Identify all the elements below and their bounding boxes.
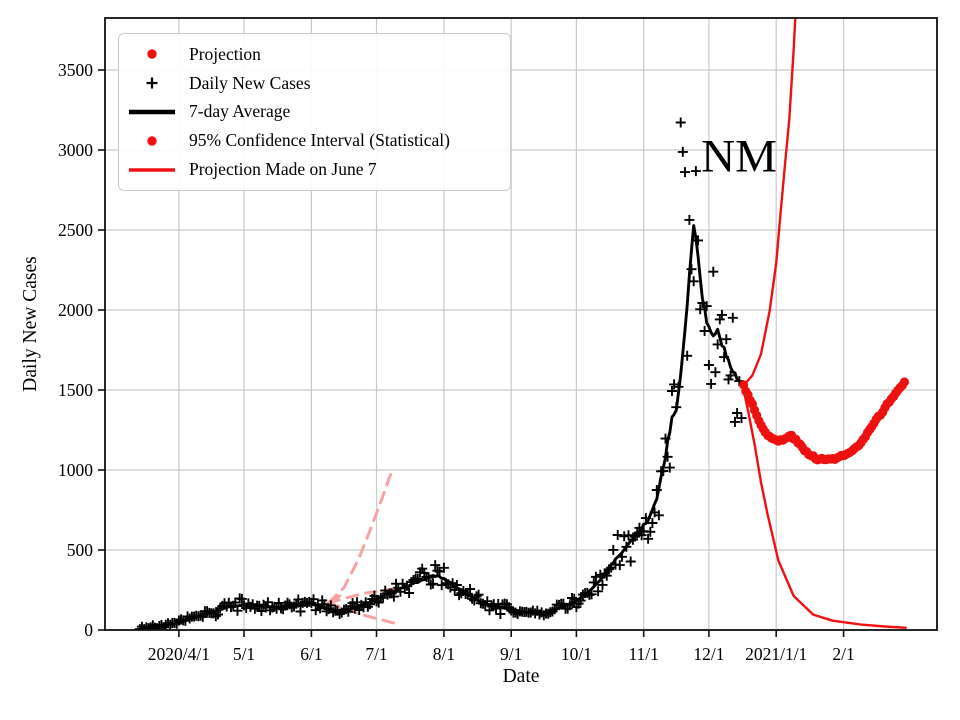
y-tick-label: 2000 [58, 300, 93, 320]
x-tick-label: 8/1 [433, 644, 455, 664]
legend-label: 95% Confidence Interval (Statistical) [189, 130, 450, 151]
avg7-line [146, 224, 743, 630]
x-tick-label: 10/1 [561, 644, 592, 664]
x-tick-label: 2/1 [832, 644, 854, 664]
y-tick-label: 3500 [58, 60, 93, 80]
axes-frame: 2020/4/1 5/1 6/1 7/1 8/1 9/1 10/1 11/1 12/1 2021/… [58, 17, 938, 664]
x-tick-label: 12/1 [693, 644, 724, 664]
state-annotation: NM [701, 130, 777, 183]
y-tick-label: 0 [84, 620, 93, 640]
legend-label: Daily New Cases [189, 72, 311, 93]
plus-marker-icon [126, 76, 178, 90]
x-axis-title: Date [502, 666, 540, 687]
x-tick-label: 6/1 [300, 644, 322, 664]
legend-label: 7-day Average [189, 101, 291, 122]
x-tick-label: 9/1 [500, 644, 522, 664]
y-tick-label: 500 [67, 540, 94, 560]
legend-item-projection: Projection [119, 40, 510, 69]
red-dot-marker-icon [126, 47, 178, 61]
y-tick-label: 3000 [58, 140, 93, 160]
y-tick-label: 1000 [58, 460, 93, 480]
black-line-marker-icon [126, 105, 178, 119]
legend-item-confidence-interval: 95% Confidence Interval (Statistical) [119, 126, 510, 155]
legend-label: Projection Made on June 7 [189, 159, 377, 180]
legend-item-daily-new-cases: Daily New Cases [119, 69, 510, 98]
x-tick-label: 2020/4/1 [148, 644, 210, 664]
y-axis-title: Daily New Cases [20, 256, 41, 392]
red-dot-marker-icon [126, 134, 178, 148]
legend-label: Projection [189, 43, 261, 64]
y-tick-label: 2500 [58, 220, 93, 240]
red-line-marker-icon [126, 163, 178, 177]
x-tick-label: 7/1 [365, 644, 387, 664]
june7-projection-fan [325, 466, 400, 626]
legend-item-june7-projection: Projection Made on June 7 [119, 155, 510, 184]
gridlines [105, 18, 937, 630]
legend: Projection Daily New Cases 7-day Average… [118, 33, 511, 191]
x-tick-label: 2021/1/1 [745, 644, 807, 664]
y-tick-label: 1500 [58, 380, 93, 400]
legend-item-7day-average: 7-day Average [119, 98, 510, 127]
x-tick-label: 11/1 [628, 644, 658, 664]
x-tick-label: 5/1 [233, 644, 255, 664]
confidence-interval-lines [742, 18, 907, 629]
daily-cases-scatter [134, 117, 747, 630]
projection-dots [739, 377, 910, 465]
